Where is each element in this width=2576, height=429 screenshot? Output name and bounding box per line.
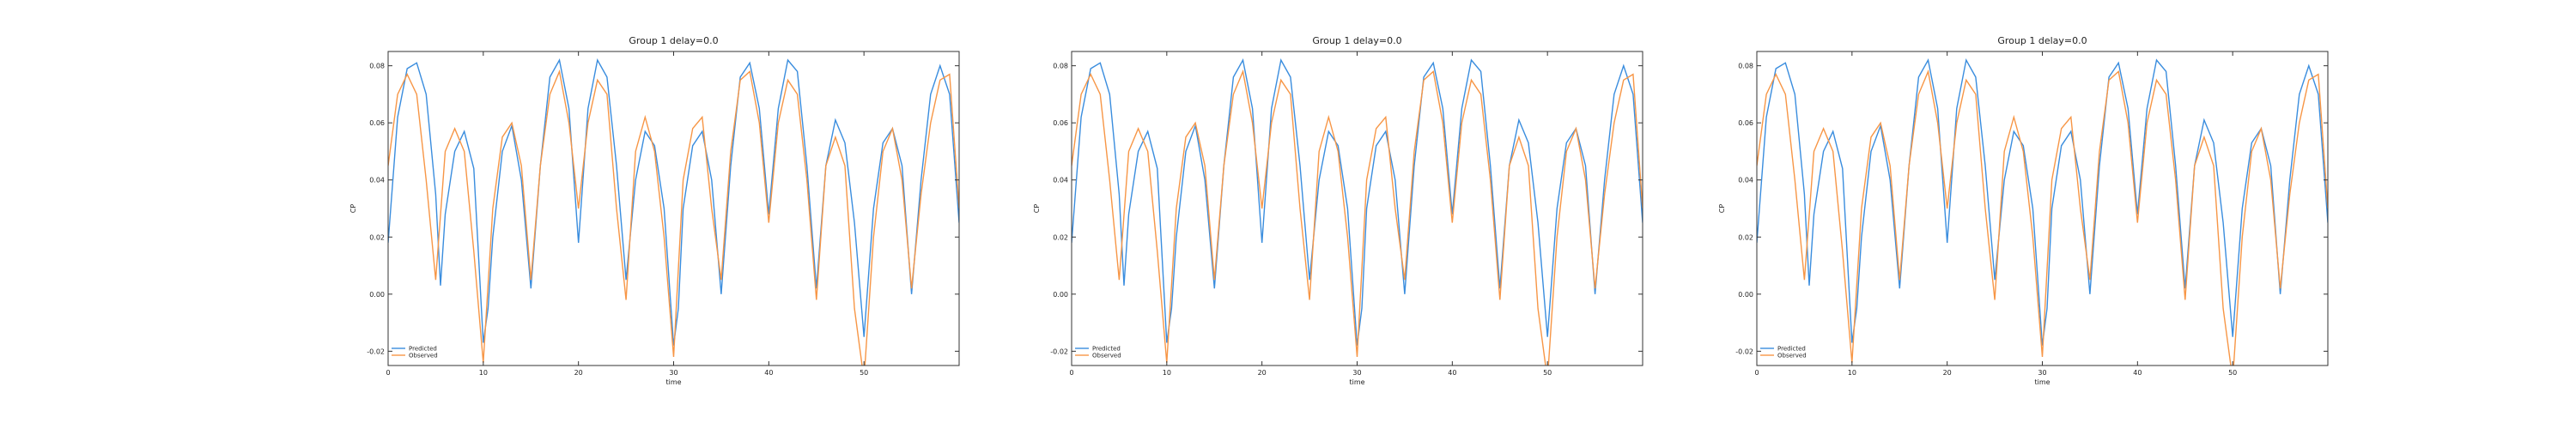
x-tick-label: 50 xyxy=(860,369,868,377)
series-line-observed xyxy=(1072,69,1643,366)
chart-panel-1: 0 10 20 30 40 50 -0.02 0.00 0.02 0.04 0.06 0.08 Grou… xyxy=(349,35,960,386)
legend-label-predicted: Predicted xyxy=(1092,346,1121,353)
y-tick-label: 0.02 xyxy=(1053,233,1068,241)
x-tick-label: 20 xyxy=(574,369,583,377)
y-tick-label: 0.04 xyxy=(1053,177,1068,184)
legend-label-predicted: Predicted xyxy=(409,346,437,353)
chart-panel-3: 0 10 20 30 40 50 -0.02 0.00 0.02 0.04 0.06 0.08 Grou… xyxy=(1718,35,2329,386)
x-tick-label: 40 xyxy=(1448,369,1456,377)
y-tick-label: 0.08 xyxy=(1053,63,1068,70)
x-axis-label: time xyxy=(1349,378,1364,386)
y-tick-label: 0.06 xyxy=(369,119,385,127)
y-axis-label: CP xyxy=(349,204,357,214)
y-tick-label: 0.02 xyxy=(1738,233,1753,241)
x-tick-label: 30 xyxy=(2038,369,2046,377)
legend-label-predicted: Predicted xyxy=(1777,346,1806,353)
x-tick-label: 50 xyxy=(2228,369,2237,377)
x-axis-label: time xyxy=(665,378,681,386)
series-line-observed xyxy=(388,69,959,366)
x-tick-label: 10 xyxy=(1163,369,1171,377)
chart-title: Group 1 delay=0.0 xyxy=(1312,35,1401,46)
x-tick-label: 20 xyxy=(1258,369,1267,377)
y-tick-label: 0.08 xyxy=(369,63,385,70)
x-tick-label: 50 xyxy=(1543,369,1552,377)
y-tick-label: 0.06 xyxy=(1738,119,1753,127)
x-axis-label: time xyxy=(2034,378,2050,386)
series-line-predicted xyxy=(1757,57,2328,346)
series-line-predicted xyxy=(388,57,959,346)
y-tick-label: 0.04 xyxy=(369,177,385,184)
y-tick-label: -0.02 xyxy=(367,347,385,355)
y-axis-label: CP xyxy=(1718,204,1726,214)
chart-title: Group 1 delay=0.0 xyxy=(1997,35,2087,46)
legend-label-observed: Observed xyxy=(1777,353,1807,360)
x-tick-label: 40 xyxy=(764,369,773,377)
y-tick-label: -0.02 xyxy=(1735,347,1753,355)
y-tick-label: 0.06 xyxy=(1053,119,1068,127)
legend-label-observed: Observed xyxy=(1092,353,1121,360)
y-tick-label: 0.08 xyxy=(1738,63,1753,70)
series-line-observed xyxy=(1757,69,2328,366)
x-tick-label: 40 xyxy=(2133,369,2142,377)
y-axis-label: CP xyxy=(1033,204,1041,214)
y-tick-label: 0.00 xyxy=(1738,291,1753,299)
chart-title: Group 1 delay=0.0 xyxy=(629,35,718,46)
y-tick-label: -0.02 xyxy=(1050,347,1068,355)
y-tick-label: 0.00 xyxy=(369,291,385,299)
x-tick-label: 10 xyxy=(479,369,488,377)
x-tick-label: 0 xyxy=(1069,369,1073,377)
series-line-predicted xyxy=(1072,57,1643,346)
y-tick-label: 0.04 xyxy=(1738,177,1753,184)
y-tick-label: 0.00 xyxy=(1053,291,1068,299)
x-tick-label: 0 xyxy=(386,369,390,377)
x-tick-label: 20 xyxy=(1943,369,1952,377)
x-tick-label: 30 xyxy=(1352,369,1361,377)
x-tick-label: 30 xyxy=(669,369,677,377)
chart-panel-2: 0 10 20 30 40 50 -0.02 0.00 0.02 0.04 0.06 0.08 Grou… xyxy=(1033,35,1643,386)
x-tick-label: 10 xyxy=(1848,369,1856,377)
legend-label-observed: Observed xyxy=(409,353,438,360)
y-tick-label: 0.02 xyxy=(369,233,385,241)
x-tick-label: 0 xyxy=(1754,369,1759,377)
